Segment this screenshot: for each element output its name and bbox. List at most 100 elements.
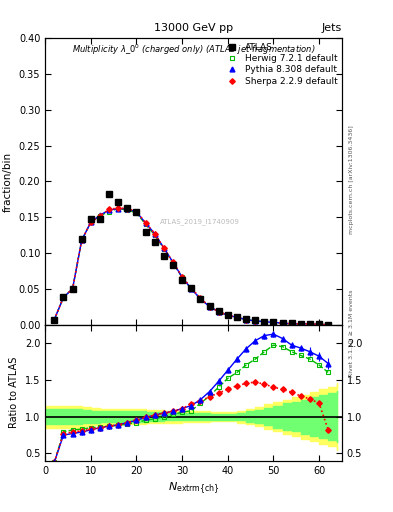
Pythia 8.308 default	[61, 294, 66, 301]
Line: Herwig 7.2.1 default: Herwig 7.2.1 default	[52, 206, 331, 327]
Sherpa 2.2.9 default	[244, 316, 248, 323]
Pythia 8.308 default	[198, 296, 203, 302]
Pythia 8.308 default	[52, 316, 57, 323]
Sherpa 2.2.9 default	[61, 294, 66, 301]
Herwig 7.2.1 default	[143, 221, 148, 227]
Text: ATLAS_2019_I1740909: ATLAS_2019_I1740909	[160, 218, 239, 225]
Herwig 7.2.1 default	[116, 206, 121, 212]
ATLAS	[271, 319, 276, 326]
Herwig 7.2.1 default	[125, 207, 130, 213]
Line: Pythia 8.308 default: Pythia 8.308 default	[52, 206, 331, 327]
Pythia 8.308 default	[207, 304, 212, 310]
Herwig 7.2.1 default	[88, 219, 93, 225]
Text: Rivet 3.1.10, ≥ 3.1M events: Rivet 3.1.10, ≥ 3.1M events	[349, 289, 354, 376]
Sherpa 2.2.9 default	[298, 321, 303, 327]
Sherpa 2.2.9 default	[79, 237, 84, 243]
Pythia 8.308 default	[189, 286, 194, 292]
Pythia 8.308 default	[226, 312, 230, 318]
Sherpa 2.2.9 default	[308, 321, 312, 327]
Herwig 7.2.1 default	[253, 318, 257, 324]
Sherpa 2.2.9 default	[253, 318, 257, 324]
ATLAS	[244, 316, 248, 322]
Sherpa 2.2.9 default	[317, 322, 321, 328]
ATLAS	[189, 285, 194, 291]
ATLAS	[70, 286, 75, 292]
ATLAS	[171, 262, 175, 268]
ATLAS	[162, 253, 166, 259]
Pythia 8.308 default	[116, 206, 121, 212]
Herwig 7.2.1 default	[216, 309, 221, 315]
Pythia 8.308 default	[180, 274, 184, 281]
Herwig 7.2.1 default	[134, 210, 139, 216]
Pythia 8.308 default	[253, 318, 257, 324]
Pythia 8.308 default	[244, 316, 248, 323]
Pythia 8.308 default	[280, 320, 285, 326]
Herwig 7.2.1 default	[52, 316, 57, 323]
Line: ATLAS: ATLAS	[51, 191, 331, 327]
Pythia 8.308 default	[143, 220, 148, 226]
Pythia 8.308 default	[317, 322, 321, 328]
ATLAS	[262, 318, 267, 325]
Pythia 8.308 default	[88, 219, 93, 225]
Pythia 8.308 default	[70, 286, 75, 292]
Herwig 7.2.1 default	[235, 314, 239, 321]
Sherpa 2.2.9 default	[107, 206, 112, 212]
Herwig 7.2.1 default	[70, 286, 75, 292]
ATLAS	[61, 294, 66, 301]
Sherpa 2.2.9 default	[271, 319, 276, 326]
Pythia 8.308 default	[162, 245, 166, 251]
Sherpa 2.2.9 default	[171, 259, 175, 265]
ATLAS	[226, 311, 230, 317]
Sherpa 2.2.9 default	[198, 295, 203, 301]
ATLAS	[125, 205, 130, 211]
Sherpa 2.2.9 default	[88, 219, 93, 225]
Pythia 8.308 default	[152, 230, 157, 237]
ATLAS	[308, 321, 312, 327]
Sherpa 2.2.9 default	[180, 273, 184, 280]
ATLAS	[180, 277, 184, 283]
Sherpa 2.2.9 default	[326, 322, 331, 328]
Sherpa 2.2.9 default	[143, 220, 148, 226]
Herwig 7.2.1 default	[308, 321, 312, 327]
Pythia 8.308 default	[271, 319, 276, 326]
Sherpa 2.2.9 default	[116, 205, 121, 211]
ATLAS	[88, 216, 93, 222]
ATLAS	[143, 228, 148, 234]
Sherpa 2.2.9 default	[280, 320, 285, 326]
Sherpa 2.2.9 default	[262, 318, 267, 325]
Pythia 8.308 default	[134, 209, 139, 216]
Herwig 7.2.1 default	[79, 237, 84, 243]
Sherpa 2.2.9 default	[52, 316, 57, 323]
Pythia 8.308 default	[262, 318, 267, 325]
Y-axis label: fraction/bin: fraction/bin	[3, 152, 13, 211]
ATLAS	[97, 216, 102, 222]
ATLAS	[298, 321, 303, 327]
Legend: ATLAS, Herwig 7.2.1 default, Pythia 8.308 default, Sherpa 2.2.9 default: ATLAS, Herwig 7.2.1 default, Pythia 8.30…	[221, 41, 339, 88]
Pythia 8.308 default	[107, 207, 112, 213]
Sherpa 2.2.9 default	[226, 312, 230, 318]
ATLAS	[216, 308, 221, 314]
Herwig 7.2.1 default	[180, 274, 184, 281]
ATLAS	[317, 321, 321, 327]
Herwig 7.2.1 default	[61, 294, 66, 301]
Y-axis label: Ratio to ATLAS: Ratio to ATLAS	[9, 357, 19, 429]
Line: Sherpa 2.2.9 default: Sherpa 2.2.9 default	[52, 206, 330, 327]
Herwig 7.2.1 default	[198, 296, 203, 302]
Herwig 7.2.1 default	[226, 312, 230, 318]
ATLAS	[326, 322, 331, 328]
Herwig 7.2.1 default	[298, 321, 303, 327]
Text: 13000 GeV pp: 13000 GeV pp	[154, 23, 233, 33]
Sherpa 2.2.9 default	[70, 286, 75, 292]
Pythia 8.308 default	[171, 259, 175, 265]
ATLAS	[52, 316, 57, 323]
Sherpa 2.2.9 default	[289, 321, 294, 327]
Pythia 8.308 default	[289, 321, 294, 327]
Herwig 7.2.1 default	[326, 322, 331, 328]
ATLAS	[134, 209, 139, 216]
Text: Jets: Jets	[321, 23, 342, 33]
Sherpa 2.2.9 default	[235, 314, 239, 321]
ATLAS	[253, 317, 257, 323]
Herwig 7.2.1 default	[271, 319, 276, 326]
Pythia 8.308 default	[235, 314, 239, 321]
Herwig 7.2.1 default	[244, 316, 248, 323]
